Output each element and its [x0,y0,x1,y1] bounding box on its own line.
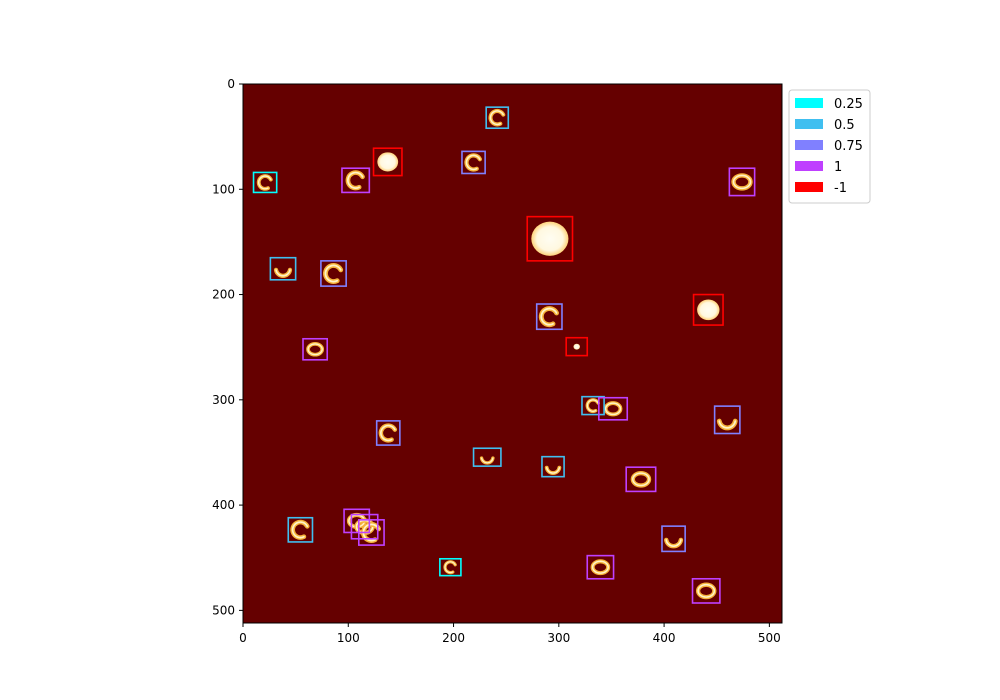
x-tick-label-100: 100 [337,631,360,645]
bbox-0 [485,106,510,130]
cell-highlight-2 [465,154,481,171]
bbox-18 [541,455,565,478]
cell-highlight-25 [444,561,456,574]
bbox-7 [269,256,297,281]
cell-highlight-8 [324,264,342,283]
y-tick-label-0: 0 [227,77,235,91]
bbox-11 [302,337,329,361]
bounding-boxes [252,106,756,604]
cell-highlight-5 [732,174,752,190]
cell-highlight-24 [665,539,682,547]
x-axis: 0 100 200 300 400 500 [239,623,781,645]
legend-swatch-1 [795,119,823,129]
cell-highlight-18 [546,466,561,474]
cell-shape-12 [573,343,580,350]
image-background [243,84,782,623]
x-tick-label-200: 200 [442,631,465,645]
bbox-26 [586,554,615,580]
x-tick-label-0: 0 [239,631,247,645]
bbox-8 [320,260,347,287]
bbox-15 [713,405,741,435]
cell-highlight-14 [604,402,622,416]
bbox-12 [565,336,589,357]
legend-label-4: -1 [834,181,847,196]
bbox-25 [439,557,462,577]
cell-highlight-19 [632,472,650,487]
cell-highlight-15 [718,420,737,429]
cell-highlight-23 [291,521,309,539]
cell-shape-6 [531,221,569,256]
bbox-27 [691,577,721,604]
plot-axes: 0 100 200 300 400 500 0 100 200 300 400 500 [212,77,783,645]
legend-label-0: 0.25 [834,97,863,112]
legend-label-1: 0.5 [834,118,855,133]
legend-swatch-4 [795,182,823,192]
y-tick-label-400: 400 [212,498,235,512]
legend-label-3: 1 [834,160,842,175]
cell-highlight-4 [347,171,364,189]
bbox-22 [358,519,385,546]
y-tick-label-500: 500 [212,603,235,617]
y-axis: 0 100 200 300 400 500 [212,77,243,617]
bbox-16 [375,420,401,446]
y-tick-label-100: 100 [212,182,235,196]
legend-swatch-3 [795,161,823,171]
x-tick-label-300: 300 [547,631,570,645]
cell-highlight-27 [697,583,716,598]
bbox-9 [692,293,724,326]
x-tick-label-500: 500 [758,631,781,645]
cell-highlight-16 [380,424,396,442]
cell-highlight-7 [275,269,291,277]
legend-box [788,89,871,204]
legend-swatch-2 [795,140,823,150]
y-tick-label-300: 300 [212,393,235,407]
bbox-20 [343,508,371,534]
cell-highlight-11 [307,343,323,356]
cell-highlight-22 [362,523,380,542]
bbox-10 [535,303,563,331]
bbox-1 [372,147,403,177]
bbox-3 [252,171,278,194]
legend-label-2: 0.75 [834,139,863,154]
cell-highlight-3 [258,175,272,190]
bbox-13 [581,395,605,416]
cell-highlight-10 [540,307,558,326]
bbox-5 [728,167,756,197]
legend: 0.25 0.5 0.75 1 -1 [788,89,871,204]
bbox-6 [526,215,574,262]
x-tick-label-400: 400 [653,631,676,645]
bbox-21 [350,513,379,540]
bbox-2 [461,150,486,175]
legend-swatch-0 [795,98,823,108]
cell-shape-9 [697,299,720,321]
cell-highlight-17 [480,457,494,464]
bbox-24 [661,525,686,553]
y-tick-label-200: 200 [212,288,235,302]
bbox-23 [287,516,314,543]
bbox-4 [341,167,371,194]
axes-frame [242,83,783,624]
cell-highlight-0 [489,110,504,126]
bbox-19 [625,466,657,493]
bbox-14 [598,396,629,421]
cell-highlight-13 [586,399,599,412]
cell-shape-1 [377,152,399,172]
cell-highlight-26 [591,560,609,574]
bbox-17 [472,447,502,467]
